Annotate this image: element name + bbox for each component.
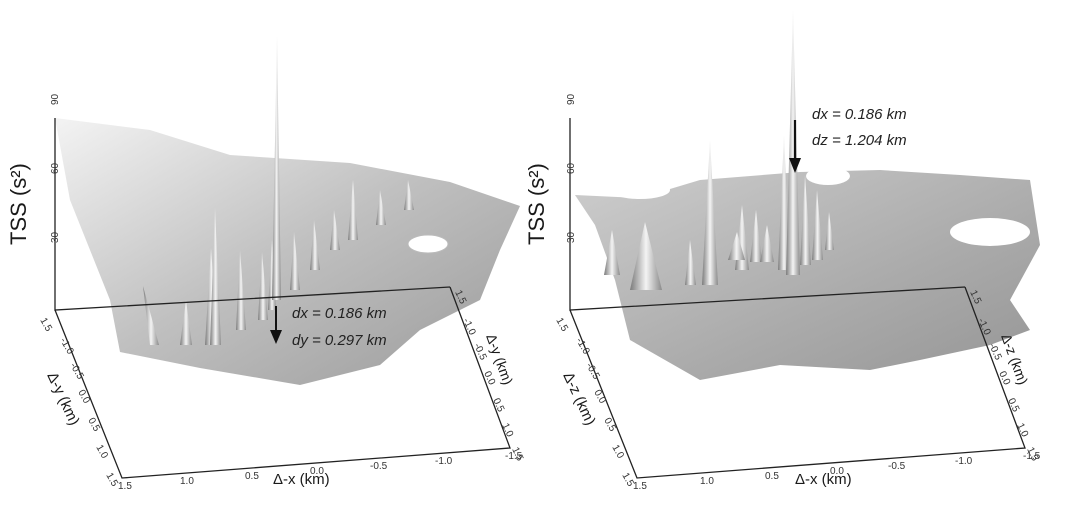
right-x-tick: 0.5 [765,471,779,482]
right-x-tick: 0.0 [830,466,844,477]
left-arrow [270,306,282,344]
left-annotation-line2: dy = 0.297 km [292,332,387,349]
right-y-tick-right: 0.5 [1005,397,1021,415]
right-arrow [789,120,801,173]
left-x-tick: -1.5 [505,451,523,462]
left-x-tick: 0.5 [245,471,259,482]
left-annotation-line1: dx = 0.186 km [292,305,387,322]
left-z-tick: 60 [50,162,61,174]
right-x-tick: -1.5 [1023,451,1041,462]
right-crater [950,218,1030,246]
left-z-axis-label: TSS (s²) [6,163,31,245]
right-z-axis-label: TSS (s²) [524,163,549,245]
left-panel: TSS (s²) 90 60 30 1.5 1.0 0.5 0.0 -0.5 -… [6,36,525,492]
left-z-tick: 90 [50,93,61,105]
right-y-tick: 0.5 [601,416,618,434]
right-z-tick: 30 [566,231,577,243]
right-z-tick: 60 [566,162,577,174]
left-x-tick: 0.0 [310,466,324,477]
right-x-tick: 1.0 [700,476,714,487]
right-y-tick-right: 1.5 [967,289,983,307]
right-y-tick-right: 0.0 [996,370,1012,388]
left-y-tick-right: 1.5 [509,446,525,464]
right-surface [575,170,1040,380]
right-y-tick: -0.5 [583,361,601,382]
right-y-tick: 0.0 [591,388,608,406]
left-z-tick: 30 [50,231,61,243]
right-crater [806,167,850,185]
left-crater [407,234,449,254]
left-x-tick: 1.5 [118,481,132,492]
left-x-tick: -0.5 [370,461,388,472]
right-x-tick: -1.0 [955,456,973,467]
left-x-tick: 1.0 [180,476,194,487]
left-x-axis-label: Δ-x (km) [273,471,330,488]
right-x-axis-label: Δ-x (km) [795,471,852,488]
right-annotation-line2: dz = 1.204 km [812,132,907,149]
right-z-tick: 90 [566,93,577,105]
right-panel: TSS (s²) 90 60 30 1.5 1.0 0.5 0.0 -0.5 -… [524,10,1041,492]
right-crater [610,181,670,199]
left-y-tick: 1.5 [37,316,54,334]
right-x-tick: 1.5 [633,481,647,492]
left-y-tick-right: 0.5 [490,397,506,415]
left-surface [55,118,520,385]
right-annotation-line1: dx = 0.186 km [812,106,907,123]
right-y-tick-right: 1.5 [1024,446,1040,464]
left-y-tick-right: -1.0 [460,317,477,338]
left-y-tick: 1.0 [93,443,110,461]
left-peaks [143,36,414,345]
right-y-tick-right: 1.0 [1014,422,1030,440]
left-y-tick: 0.5 [85,416,102,434]
right-x-tick: -0.5 [888,461,906,472]
right-y-tick: -1.0 [573,336,591,357]
right-y-tick: 1.5 [553,316,570,334]
left-x-tick: -1.0 [435,456,453,467]
left-y-tick-right: 1.0 [499,422,515,440]
left-y-tick-right: 1.5 [452,289,468,307]
right-peaks [604,10,834,290]
left-y-tick: 0.0 [75,388,92,406]
left-y-tick-right: 0.0 [481,370,497,388]
